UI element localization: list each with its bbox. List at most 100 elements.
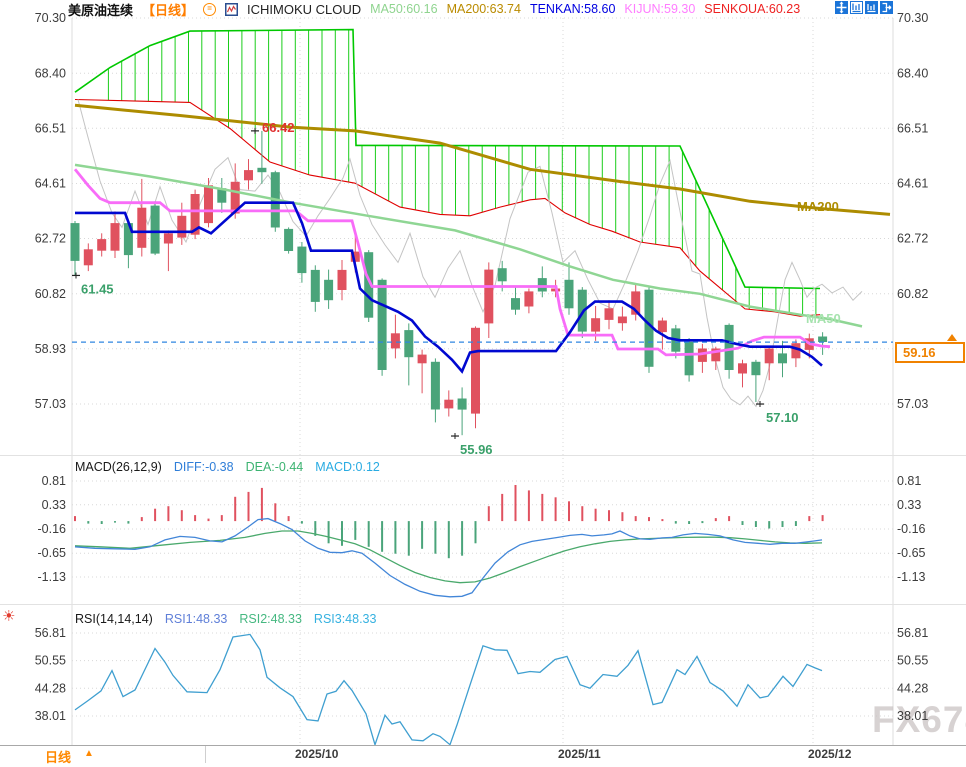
candle-body [524, 291, 534, 307]
axis-label: 64.61 [35, 177, 66, 191]
chart-toolbar [835, 1, 893, 14]
axis-label: 44.28 [35, 681, 66, 695]
price-annotation: MA50 [806, 311, 841, 326]
candle-body [684, 341, 694, 376]
candle-body [83, 249, 93, 266]
candle-body [377, 279, 387, 370]
candle-body [444, 399, 454, 409]
candle-body [657, 320, 667, 333]
kijun-value: KIJUN:59.30 [624, 2, 696, 16]
candle-body [297, 246, 307, 274]
axis-label: 0.33 [897, 498, 921, 512]
macd-panel-header: MACD(26,12,9) DIFF:-0.38 DEA:-0.44 MACD:… [75, 460, 380, 474]
candle-body [591, 318, 601, 332]
timeframe-up-arrow-icon[interactable]: ▲ [84, 748, 94, 759]
tenkan-value: TENKAN:58.60 [529, 2, 616, 16]
indicator-settings-sun-icon[interactable]: ☀ [2, 608, 16, 625]
time-axis-bar: 日线 ▲ 2025/10 2025/11 2025/12 [0, 745, 966, 765]
candle-body [230, 181, 240, 214]
axis-label: 66.51 [897, 121, 928, 135]
price-up-arrow-icon [947, 334, 957, 341]
exit-pan-icon[interactable] [880, 1, 893, 14]
diff-line [74, 517, 823, 598]
chikou-line [77, 99, 863, 408]
candle-body [177, 215, 187, 238]
kijun-line [73, 168, 831, 357]
axis-label: 57.03 [35, 397, 66, 411]
rsi-line [74, 633, 823, 747]
candle-body [204, 185, 213, 224]
chart-pane-icon[interactable] [865, 1, 878, 14]
axis-label: -1.13 [897, 570, 926, 584]
candle-body [217, 188, 227, 203]
timeframe-badge[interactable]: 【日线】 [142, 2, 195, 18]
axis-label: 68.40 [35, 66, 66, 80]
candle-body [137, 207, 147, 248]
month-label: 2025/10 [295, 747, 339, 761]
candle-body [70, 223, 80, 261]
axis-label: 38.01 [897, 709, 928, 723]
candle-body [310, 269, 320, 302]
mini-candlestick-icon[interactable] [225, 2, 239, 16]
axis-label: 0.81 [897, 474, 921, 488]
candle-body [190, 194, 200, 235]
crosshair-pan-icon[interactable] [835, 1, 848, 14]
axis-label: -0.16 [38, 522, 67, 536]
axis-label: 0.81 [42, 474, 66, 488]
chart-header: 美原油连续 【日线】 = ICHIMOKU CLOUD MA50:60.16 M… [68, 1, 801, 18]
candle-body [390, 333, 400, 349]
rsi3-value: RSI3:48.33 [313, 612, 377, 626]
axis-label: 0.33 [42, 498, 66, 512]
ma50-line [74, 163, 863, 328]
dea-line [74, 530, 823, 584]
candle-body [644, 289, 654, 367]
symbol-name: 美原油连续 [68, 2, 134, 18]
axis-label: 64.61 [897, 177, 928, 191]
candle-body [738, 363, 747, 374]
candle-body [350, 251, 360, 262]
price-annotation: 61.45 [81, 281, 114, 296]
candle-body [751, 361, 761, 376]
price-annotation: MA200 [797, 199, 839, 214]
candle-body [324, 279, 334, 301]
ma200-line [74, 103, 891, 216]
candle-body [430, 361, 440, 410]
candle-body [337, 269, 347, 290]
candle-body [163, 233, 173, 244]
candle-body [417, 354, 427, 364]
candle-body [764, 348, 774, 364]
candle-body [791, 343, 801, 359]
senkou-a-line [74, 28, 821, 290]
axis-label: 50.55 [897, 654, 928, 668]
axis-label: 60.82 [897, 287, 928, 301]
macd-dea-value: DEA:-0.44 [245, 460, 304, 474]
rsi2-value: RSI2:48.33 [239, 612, 302, 626]
collapse-indicator-icon[interactable]: = [203, 2, 217, 16]
axis-label: 70.30 [897, 11, 928, 25]
axis-label: 70.30 [35, 11, 66, 25]
macd-diff-value: DIFF:-0.38 [173, 460, 234, 474]
rsi-title: RSI(14,14,14) [75, 612, 153, 626]
indicator-name: ICHIMOKU CLOUD [247, 1, 362, 17]
rsi-panel-header: RSI(14,14,14) RSI1:48.33 RSI2:48.33 RSI3… [75, 612, 376, 626]
axis-label: -0.65 [38, 546, 67, 560]
axis-label: -1.13 [38, 570, 67, 584]
candle-body [97, 239, 107, 251]
candles-layer [70, 130, 828, 436]
axis-label: -0.16 [897, 522, 926, 536]
candle-body [497, 268, 507, 282]
candle-body [150, 205, 160, 254]
candle-body [471, 327, 480, 414]
axis-label: 38.01 [35, 709, 66, 723]
candle-body [457, 398, 467, 410]
axis-label: 50.55 [35, 654, 66, 668]
candle-body [631, 291, 641, 315]
senkoua-value: SENKOUA:60.23 [704, 2, 801, 16]
candle-body [110, 223, 120, 251]
month-label: 2025/11 [558, 747, 601, 761]
candle-body [284, 228, 294, 251]
zoom-scale-icon[interactable] [850, 1, 863, 14]
axis-label: 62.72 [897, 232, 928, 246]
timeframe-selector[interactable]: 日线 [45, 750, 72, 765]
